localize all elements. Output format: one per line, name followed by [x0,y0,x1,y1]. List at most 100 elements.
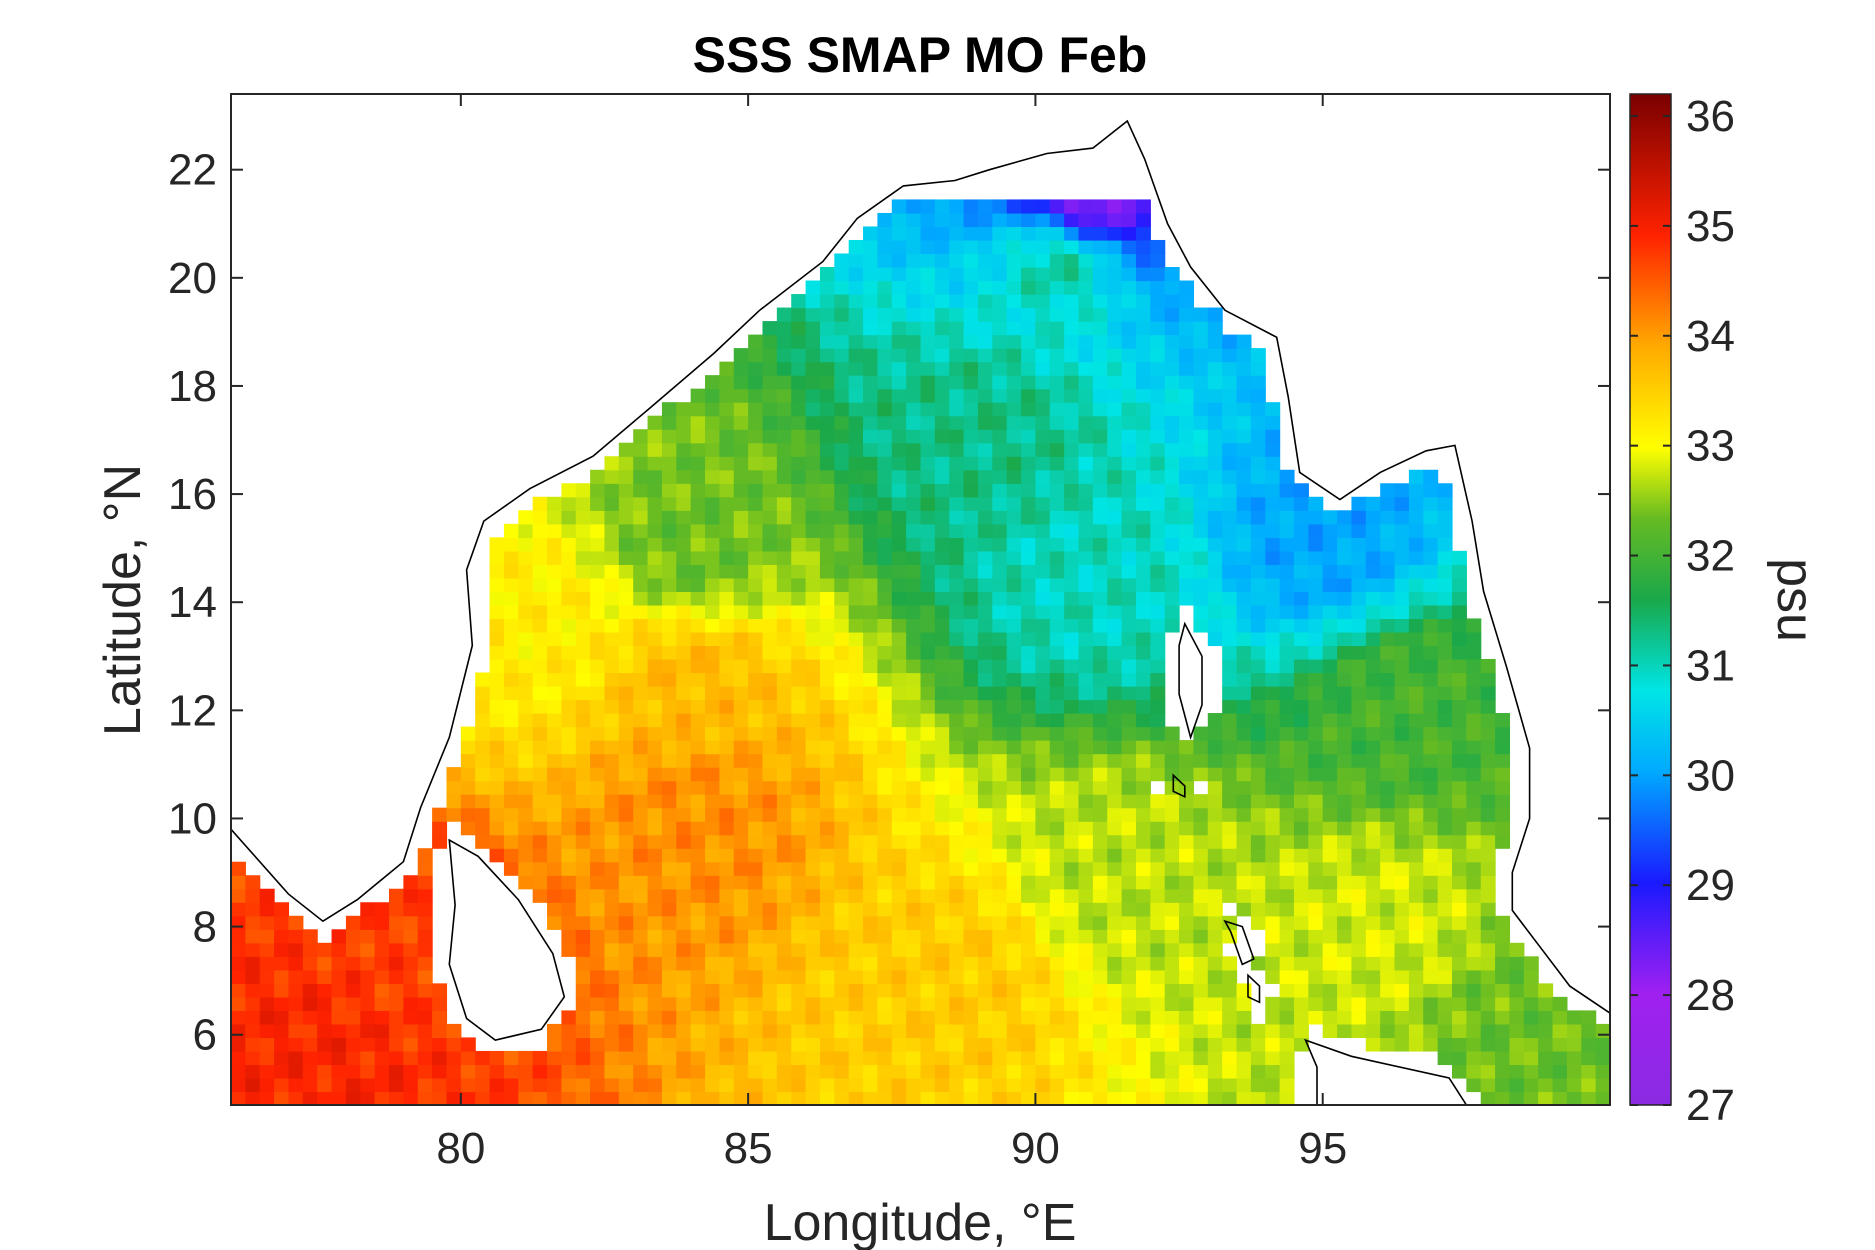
salinity-cell [848,564,864,579]
salinity-cell [274,1064,290,1079]
salinity-cell [762,780,778,795]
colorbar-tick-label: 34 [1686,312,1735,361]
salinity-cell [1394,537,1410,552]
salinity-cell [992,699,1008,714]
salinity-cell [561,618,577,633]
salinity-cell [618,686,634,701]
salinity-cell [891,753,907,768]
salinity-cell [1135,996,1151,1011]
salinity-cell [834,875,850,890]
salinity-cell [1164,861,1180,876]
salinity-cell [1222,807,1238,822]
salinity-cell [863,537,878,552]
salinity-cell [1265,794,1281,809]
salinity-cell [1337,969,1353,984]
salinity-cell [1466,996,1482,1011]
salinity-cell [1150,591,1166,606]
salinity-cell [561,929,577,944]
salinity-cell [618,496,634,511]
salinity-cell [834,429,850,444]
salinity-cell [547,753,562,768]
salinity-cell [1092,686,1108,701]
y-tick-label: 12 [168,686,217,735]
salinity-cell [1308,591,1324,606]
salinity-cell [676,645,692,660]
salinity-cell [1265,577,1281,592]
salinity-cell [819,888,835,903]
salinity-cell [1078,1010,1094,1025]
salinity-cell [1049,402,1065,417]
salinity-cell [676,1050,692,1066]
salinity-cell [331,956,347,971]
salinity-cell [1207,564,1223,579]
salinity-cell [1107,1010,1123,1025]
salinity-cell [748,672,764,687]
salinity-cell [906,1091,922,1105]
salinity-cell [1250,672,1266,687]
salinity-cell [1222,564,1238,579]
salinity-cell [863,1077,878,1093]
salinity-cell [1150,969,1166,984]
salinity-cell [1107,780,1123,795]
salinity-cell [690,740,706,755]
salinity-cell [618,645,634,660]
salinity-cell [1049,821,1065,836]
salinity-cell [920,753,936,768]
salinity-cell [1021,861,1037,876]
salinity-cell [647,442,663,457]
salinity-cell [259,1023,275,1039]
salinity-cell [977,1091,993,1105]
salinity-cell [834,631,850,647]
salinity-cell [1078,321,1094,336]
salinity-cell [1308,550,1324,565]
salinity-cell [719,875,735,890]
salinity-cell [1207,740,1223,755]
salinity-cell [245,1064,261,1079]
salinity-cell [963,483,979,498]
salinity-cell [661,996,677,1011]
salinity-cell [963,564,979,579]
salinity-cell [1394,604,1410,620]
salinity-cell [661,753,677,768]
salinity-cell [1006,672,1022,687]
salinity-cell [1480,861,1496,876]
salinity-cell [1337,780,1353,795]
salinity-cell [762,942,778,957]
salinity-cell [776,956,792,971]
salinity-cell [949,740,965,755]
salinity-cell [259,902,275,917]
salinity-cell [1394,888,1410,903]
salinity-cell [1480,929,1496,944]
salinity-cell [748,875,764,890]
salinity-cell [719,915,735,930]
salinity-cell [1035,956,1051,971]
salinity-cell [690,969,706,984]
salinity-cell [1035,753,1051,768]
salinity-cell [992,713,1008,728]
salinity-cell [1279,604,1295,620]
salinity-cell [1121,794,1137,809]
salinity-cell [776,1023,792,1039]
salinity-cell [1150,604,1166,620]
salinity-cell [848,740,864,755]
salinity-cell [618,956,634,971]
salinity-cell [877,429,893,444]
salinity-cell [532,861,548,876]
y-tick-label: 16 [168,470,217,519]
salinity-cell [1035,713,1051,728]
salinity-cell [460,1064,476,1079]
salinity-cell [1164,942,1180,957]
salinity-cell [949,780,965,795]
salinity-cell [1150,645,1166,660]
salinity-cell [848,402,864,417]
salinity-cell [1322,591,1338,606]
salinity-cell [647,631,663,647]
salinity-cell [949,456,965,471]
salinity-cell [963,442,979,457]
salinity-cell [518,848,534,863]
salinity-cell [1064,726,1080,741]
salinity-cell [604,1050,620,1066]
salinity-cell [762,794,778,809]
salinity-cell [575,537,591,552]
salinity-cell [676,902,692,917]
